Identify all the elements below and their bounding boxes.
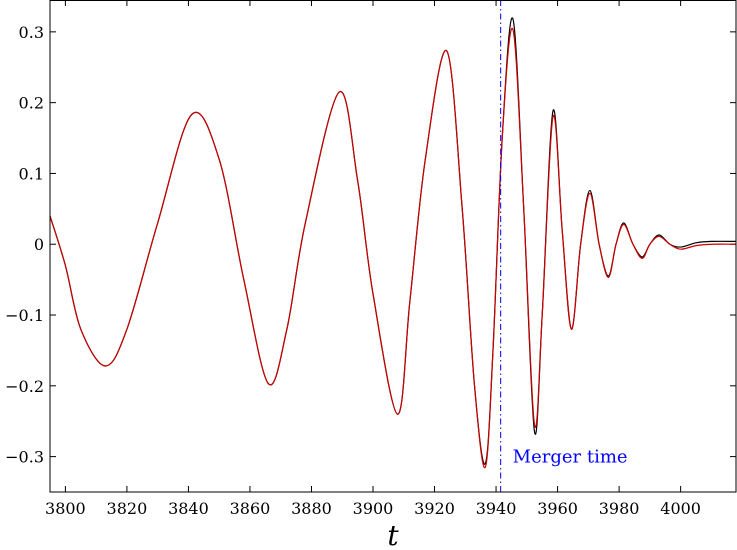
x-tick-label: 3960 — [537, 499, 578, 518]
y-tick-label: 0.1 — [19, 164, 44, 183]
ticks-layer: 3800 3820 3840 3860 3880 3900 3920 3940 3960 3980… — [5, 0, 736, 518]
y-tick-label: −0.1 — [5, 306, 44, 325]
x-tick-label: 3860 — [230, 499, 271, 518]
merger-time-label: Merger time — [513, 447, 628, 468]
x-tick-label: 3840 — [168, 499, 209, 518]
x-tick-label: 4000 — [660, 499, 701, 518]
x-tick-label: 3820 — [107, 499, 148, 518]
x-tick-label: 3800 — [45, 499, 86, 518]
series-layer — [49, 17, 737, 469]
y-tick-label: 0 — [34, 235, 44, 254]
y-tick-label: 0.3 — [19, 23, 44, 42]
x-tick-label: 3920 — [414, 499, 455, 518]
plot-area-frame — [49, 0, 737, 493]
x-tick-label: 3980 — [599, 499, 640, 518]
x-tick-label: 3880 — [291, 499, 332, 518]
merger-annotation: Merger time — [500, 0, 628, 492]
y-tick-label: −0.2 — [5, 377, 44, 396]
y-tick-label: 0.2 — [19, 94, 44, 113]
x-tick-label: 3940 — [476, 499, 517, 518]
x-axis-label: t — [387, 519, 399, 550]
y-tick-label: −0.3 — [5, 448, 44, 467]
x-tick-label: 3900 — [353, 499, 394, 518]
series-line-1 — [49, 27, 737, 469]
